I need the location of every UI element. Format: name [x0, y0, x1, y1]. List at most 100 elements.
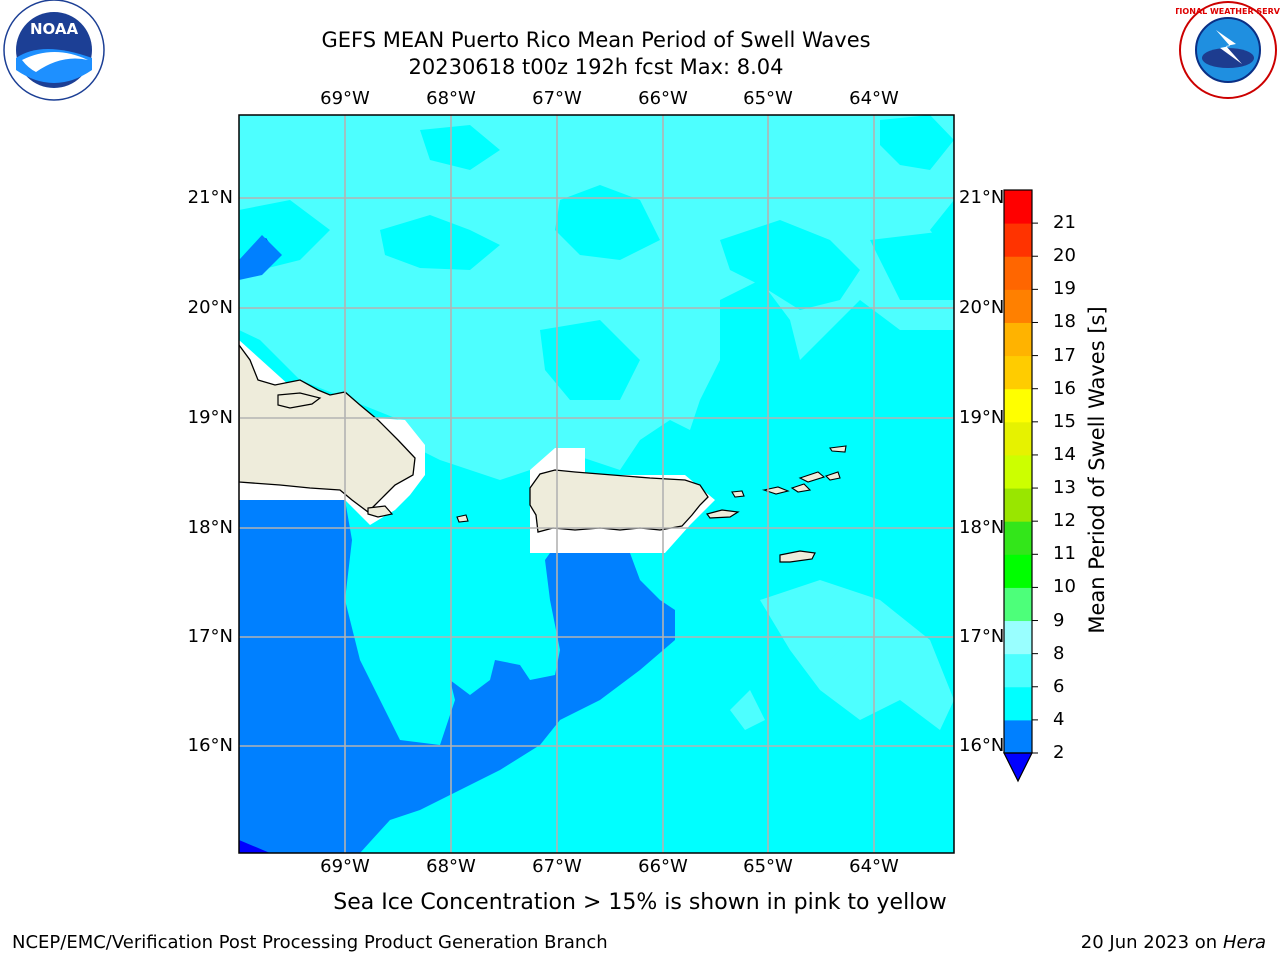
colorbar-segment — [1004, 190, 1032, 224]
map-frame — [238, 114, 955, 854]
lon-label-top: 64°W — [849, 88, 899, 109]
lon-label-top: 69°W — [320, 88, 370, 109]
contour-deep-blue-southwest — [239, 500, 675, 853]
lat-label-right: 21°N — [959, 187, 1005, 208]
lon-label-bottom: 68°W — [426, 856, 476, 877]
colorbar-tick-label: 20 — [1053, 245, 1076, 267]
land-tortuga — [277, 392, 322, 409]
contour-cyan-patch-1 — [380, 215, 500, 270]
land-st-thomas — [761, 486, 790, 495]
colorbar-tick-label: 2 — [1053, 742, 1065, 763]
colorbar-tick-label: 19 — [1053, 278, 1076, 300]
colorbar-frame — [1003, 189, 1033, 754]
lon-label-bottom: 69°W — [320, 856, 370, 877]
colorbar-tick-label: 17 — [1053, 344, 1076, 366]
lat-label-right: 20°N — [959, 297, 1005, 318]
lon-label-top: 66°W — [638, 88, 688, 109]
map-subtitle: 20230618 t00z 192h fcst Max: 8.04 — [408, 55, 784, 79]
colorbar-label: Mean Period of Swell Waves [s] — [1085, 306, 1109, 634]
lon-label-bottom: 65°W — [743, 856, 793, 877]
noaa-logo-text: NOAA — [30, 20, 79, 38]
footer-branch: NCEP/EMC/Verification Post Processing Pr… — [12, 932, 608, 953]
lon-label-top: 68°W — [426, 88, 476, 109]
sea-ice-note: Sea Ice Concentration > 15% is shown in … — [333, 890, 947, 915]
lat-label-left: 16°N — [187, 735, 233, 756]
colorbar-tick-label: 6 — [1053, 675, 1065, 697]
nws-logo: NATIONAL WEATHER SERVICE — [1176, 1, 1280, 99]
lon-label-bottom: 66°W — [638, 856, 688, 877]
contour-cyan-patch-6 — [420, 125, 500, 170]
colorbar-tick-label: 18 — [1053, 311, 1076, 333]
lat-label-left: 20°N — [187, 297, 233, 318]
colorbar-segment — [1004, 289, 1032, 323]
lat-label-left: 19°N — [187, 407, 233, 428]
lon-label-bottom: 64°W — [849, 856, 899, 877]
colorbar-tick-label: 8 — [1053, 642, 1065, 664]
colorbar-segment — [1004, 488, 1032, 522]
colorbar-segment — [1004, 686, 1032, 721]
land-mona — [456, 514, 469, 523]
colorbar-segment — [1004, 322, 1032, 357]
colorbar-segment — [1004, 719, 1032, 754]
lon-label-bottom: 67°W — [532, 856, 582, 877]
footer-date-text: 20 Jun 2023 on — [1080, 932, 1218, 953]
land-st-john — [790, 483, 812, 493]
colorbar-under-triangle — [1003, 752, 1033, 783]
colorbar-tick-label: 12 — [1053, 510, 1076, 532]
colorbar-tick-label: 15 — [1053, 410, 1076, 432]
colorbar-segment — [1004, 454, 1032, 489]
footer-date: 20 Jun 2023 on Hera — [1081, 932, 1266, 953]
lat-label-left: 17°N — [187, 626, 233, 647]
contour-dark-blue-sw — [239, 840, 270, 853]
contour-cyan-patch-2 — [555, 185, 660, 260]
colorbar-tick-label: 14 — [1053, 443, 1076, 465]
land-anegada — [829, 445, 847, 453]
contour-cyan-patch-3 — [720, 220, 860, 310]
nws-logo-text: NATIONAL WEATHER SERVICE — [1176, 7, 1280, 16]
land-vieques — [705, 509, 740, 519]
colorbar-tick-label: 11 — [1053, 543, 1076, 565]
lat-label-right: 19°N — [959, 407, 1005, 428]
colorbar-segment — [1004, 554, 1032, 588]
lat-label-left: 21°N — [187, 187, 233, 208]
colorbar-tick-label: 10 — [1053, 576, 1076, 598]
contour-cyan-patch-5 — [880, 115, 954, 170]
lat-label-right: 17°N — [959, 626, 1005, 647]
colorbar-segment — [1004, 421, 1032, 456]
colorbar-segment — [1004, 256, 1032, 290]
colorbar-tick-label: 4 — [1053, 708, 1065, 730]
land-virgin-gorda — [824, 471, 841, 481]
lat-label-right: 18°N — [959, 517, 1005, 538]
colorbar-segment — [1004, 587, 1032, 622]
contour-light-cyan-se-small-2 — [830, 645, 860, 680]
colorbar-segment — [1004, 653, 1032, 688]
land-tortola — [798, 471, 826, 483]
contour-cyan-patch-8 — [870, 230, 954, 300]
colorbar-segment — [1004, 355, 1032, 390]
colorbar-segment — [1004, 620, 1032, 655]
land-st-croix — [779, 550, 816, 563]
contour-light-cyan-se-small — [730, 690, 765, 730]
colorbar-tick-label: 13 — [1053, 477, 1076, 499]
colorbar-segment — [1004, 223, 1032, 257]
contour-light-cyan-southeast — [760, 580, 954, 730]
colorbar-tick-label: 9 — [1053, 609, 1065, 631]
lat-label-left: 18°N — [187, 517, 233, 538]
colorbar-segment — [1004, 521, 1032, 555]
noaa-logo: NOAA — [3, 0, 105, 101]
colorbar-tick-label: 16 — [1053, 377, 1076, 399]
contour-cyan-patch-7 — [540, 320, 640, 400]
graticule — [239, 115, 954, 853]
footer-host: Hera — [1222, 932, 1266, 953]
contour-blue-halo-nw — [239, 235, 282, 280]
lon-label-top: 65°W — [743, 88, 793, 109]
colorbar-segment — [1004, 388, 1032, 423]
lon-label-top: 67°W — [532, 88, 582, 109]
land-gonave — [367, 505, 394, 518]
land-hispaniola — [239, 343, 416, 513]
map-title: GEFS MEAN Puerto Rico Mean Period of Swe… — [321, 28, 871, 52]
land-culebra — [731, 490, 745, 498]
colorbar-tick-label: 21 — [1053, 212, 1076, 234]
